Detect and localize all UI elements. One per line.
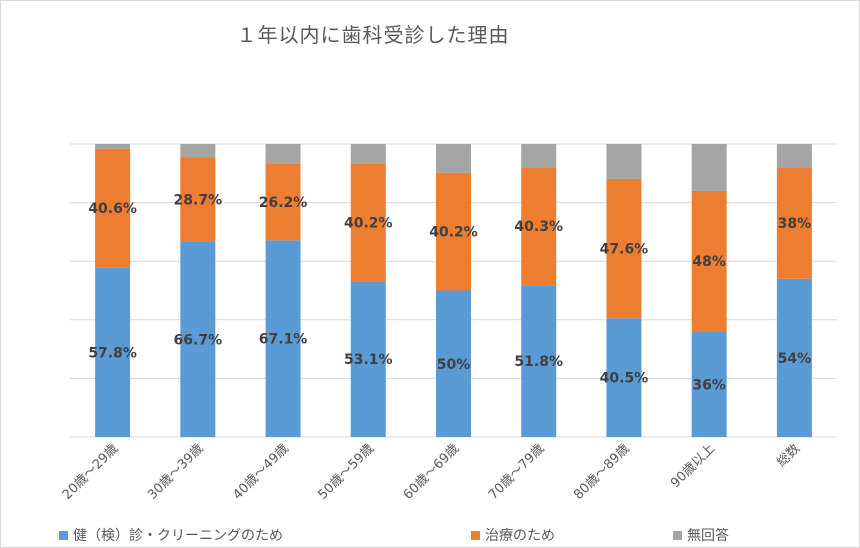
data-label: 54% bbox=[778, 351, 812, 367]
bar-segment bbox=[436, 144, 471, 173]
x-tick-label: 20歳～29歳 bbox=[60, 441, 122, 503]
bar-segment bbox=[521, 285, 557, 437]
legend-label-no-answer: 無回答 bbox=[687, 528, 729, 544]
legend-label-treatment: 治療のため bbox=[485, 528, 555, 544]
bar-segment bbox=[95, 144, 131, 149]
legend-item-checkup: 健（検）診・クリーニングのため bbox=[59, 525, 283, 545]
bar-segment bbox=[180, 241, 216, 437]
data-label: 48% bbox=[692, 254, 726, 270]
data-label: 36% bbox=[692, 377, 726, 393]
data-label: 51.8% bbox=[514, 354, 563, 370]
data-label: 50% bbox=[437, 357, 471, 373]
bar-segment bbox=[180, 144, 216, 158]
bar-segment bbox=[606, 318, 642, 437]
data-label: 40.6% bbox=[88, 201, 137, 217]
data-label: 53.1% bbox=[344, 352, 393, 368]
bar-segment bbox=[776, 144, 812, 168]
data-labels: 57.8% 40.6% 66.7% 28.7% 67.1% 26.2% 53.1% 40.2%… bbox=[88, 193, 811, 394]
data-label: 40.5% bbox=[600, 371, 649, 387]
data-label: 40.2% bbox=[429, 225, 478, 241]
data-label: 40.2% bbox=[344, 216, 393, 232]
bar-segment bbox=[350, 281, 386, 437]
bar-segment bbox=[776, 167, 812, 279]
x-tick-label: 80歳～89歳 bbox=[571, 441, 633, 503]
x-tick-label: 70歳～79歳 bbox=[486, 441, 548, 503]
x-tick-label: 90歳以上 bbox=[668, 441, 718, 491]
x-tick-label: 40歳～49歳 bbox=[230, 441, 292, 503]
x-tick-label: 総数 bbox=[774, 441, 803, 470]
legend-item-no-answer: 無回答 bbox=[673, 525, 729, 545]
bar-segment bbox=[606, 178, 642, 319]
data-label: 47.6% bbox=[600, 242, 649, 258]
bar-segment bbox=[180, 157, 216, 242]
data-label: 38% bbox=[778, 216, 812, 232]
legend-swatch-no-answer bbox=[673, 530, 682, 540]
bar-segment bbox=[436, 290, 471, 437]
bars bbox=[95, 144, 812, 437]
bar-segment bbox=[95, 148, 131, 268]
bar-segment bbox=[606, 144, 642, 179]
bar-segment bbox=[521, 144, 557, 168]
x-tick-label: 60歳～69歳 bbox=[401, 441, 463, 503]
bar-segment bbox=[691, 190, 727, 332]
legend-swatch-checkup bbox=[59, 530, 68, 540]
bar-segment bbox=[691, 331, 727, 437]
data-label: 28.7% bbox=[174, 193, 223, 209]
bar-segment bbox=[350, 163, 386, 282]
data-label: 66.7% bbox=[174, 332, 223, 348]
bar-segment bbox=[265, 144, 301, 164]
legend-label-checkup: 健（検）診・クリーニングのため bbox=[73, 528, 283, 544]
data-label: 57.8% bbox=[88, 345, 137, 361]
x-tick-label: 30歳～39歳 bbox=[145, 441, 207, 503]
data-label: 67.1% bbox=[259, 332, 308, 348]
bar-segment bbox=[521, 167, 557, 286]
data-label: 40.3% bbox=[514, 219, 563, 235]
data-label: 26.2% bbox=[259, 195, 308, 211]
x-tick-label: 50歳～59歳 bbox=[316, 441, 378, 503]
legend-item-treatment: 治療のため bbox=[471, 525, 555, 545]
bar-segment bbox=[95, 267, 131, 437]
bar-segment bbox=[350, 144, 386, 164]
bar-segment bbox=[436, 172, 471, 291]
chart-title: １年以内に歯科受診した理由 bbox=[236, 23, 510, 47]
bar-segment bbox=[691, 144, 727, 191]
bar-segment bbox=[776, 278, 812, 437]
x-axis-tick-labels: 20歳～29歳 30歳～39歳 40歳～49歳 50歳～59歳 60歳～69歳 70歳～7… bbox=[60, 441, 803, 503]
bar-segment bbox=[265, 163, 301, 241]
bar-segment bbox=[265, 240, 301, 437]
legend-swatch-treatment bbox=[471, 530, 480, 540]
